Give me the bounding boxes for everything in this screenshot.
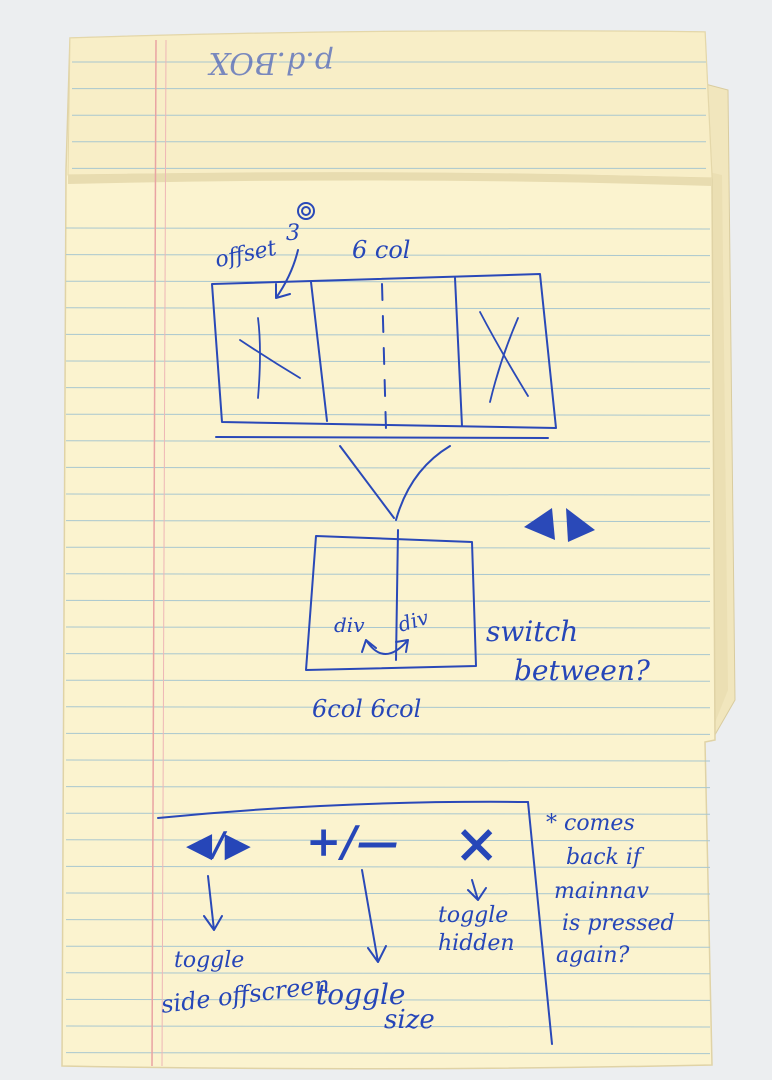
margin-note-1: * comes	[546, 811, 635, 836]
placeholder-x-right	[479, 311, 529, 403]
ruled-line	[65, 254, 711, 257]
toggle-hidden-1: toggle	[438, 903, 508, 928]
ruled-line	[65, 280, 711, 283]
outer-box	[211, 273, 557, 429]
right-arrow-icon	[566, 508, 595, 542]
ruled-line	[65, 759, 711, 762]
ruled-line	[65, 1052, 711, 1055]
toggle-offscreen-1: toggle	[174, 948, 244, 973]
arrow-pair-icon	[524, 508, 595, 542]
ruled-line	[65, 333, 711, 336]
left-div-label: div	[334, 613, 365, 637]
arrow-down-3	[467, 879, 487, 901]
phone-box	[305, 535, 477, 671]
ruled-line	[65, 786, 711, 789]
ruled-line	[65, 573, 711, 576]
arrow-down-2	[361, 869, 387, 963]
ruled-line	[65, 679, 711, 682]
margin-note-2: back if	[566, 845, 645, 870]
bottom-wireframe: div div 6col 6col switch between?	[305, 529, 651, 723]
column-labels: 6col 6col	[312, 695, 421, 723]
ruled-line	[65, 599, 711, 602]
scribble-mark	[297, 202, 315, 220]
ruled-line	[65, 520, 711, 523]
ruled-line	[65, 307, 711, 310]
ruled-line	[65, 493, 711, 496]
ruled-line	[65, 387, 711, 390]
margin-line	[151, 39, 157, 1067]
ruled-line	[65, 892, 711, 895]
ruled-line	[65, 865, 711, 868]
ruled-line	[65, 945, 711, 948]
ruled-line	[65, 440, 711, 443]
ruled-line	[65, 626, 711, 629]
margin-note: * comes back if mainnav is pressed again…	[546, 811, 675, 968]
dashed-center	[381, 283, 387, 431]
switch-note-2: between?	[514, 654, 651, 687]
toggle-hidden-2: hidden	[438, 931, 515, 956]
arrows-control: ◀/▶	[186, 825, 252, 865]
folded-flap	[67, 30, 713, 179]
ruled-line	[65, 998, 711, 1001]
placeholder-x-left	[239, 317, 301, 399]
offset-arrow	[275, 249, 299, 299]
plus-minus-control: +/—	[306, 817, 399, 866]
ruled-line	[65, 706, 711, 709]
toggle-size-1: toggle	[316, 978, 405, 1011]
phone-divider	[395, 529, 399, 661]
ruled-line	[65, 812, 711, 815]
flap-shadow	[68, 172, 712, 186]
ruled-line	[65, 732, 711, 735]
left-arrow-icon	[524, 508, 555, 540]
ruled-lines	[65, 61, 711, 1055]
col-divider-left	[310, 281, 328, 422]
ruled-line	[65, 919, 711, 922]
margin-line-2	[161, 39, 167, 1067]
funnel	[339, 445, 451, 521]
ruled-line	[65, 972, 711, 975]
ruled-line	[65, 1025, 711, 1028]
ruled-line	[65, 360, 711, 363]
margin-note-3: mainnav	[554, 879, 649, 904]
margin-note-4: is pressed	[562, 911, 675, 936]
bar-right-line	[527, 801, 553, 1045]
ruled-line	[65, 466, 711, 469]
arrow-down-1	[203, 875, 223, 931]
offset-number: 3	[286, 221, 300, 246]
ruled-line	[65, 227, 711, 230]
close-control: ×	[454, 811, 499, 875]
toggle-size-2: size	[384, 1005, 435, 1035]
ruled-line	[65, 413, 711, 416]
bar-top-line	[157, 800, 529, 819]
underline	[215, 436, 549, 439]
swap-arrow	[361, 639, 409, 655]
switch-note-1: switch	[486, 615, 578, 648]
ruled-line	[65, 839, 711, 842]
columns-label: 6 col	[352, 236, 410, 264]
ruled-line	[65, 546, 711, 549]
header-note: p.d.BOX	[207, 45, 334, 80]
margin-note-5: again?	[556, 943, 630, 968]
col-divider-right	[454, 277, 463, 427]
scribble-mark-2	[301, 206, 311, 216]
